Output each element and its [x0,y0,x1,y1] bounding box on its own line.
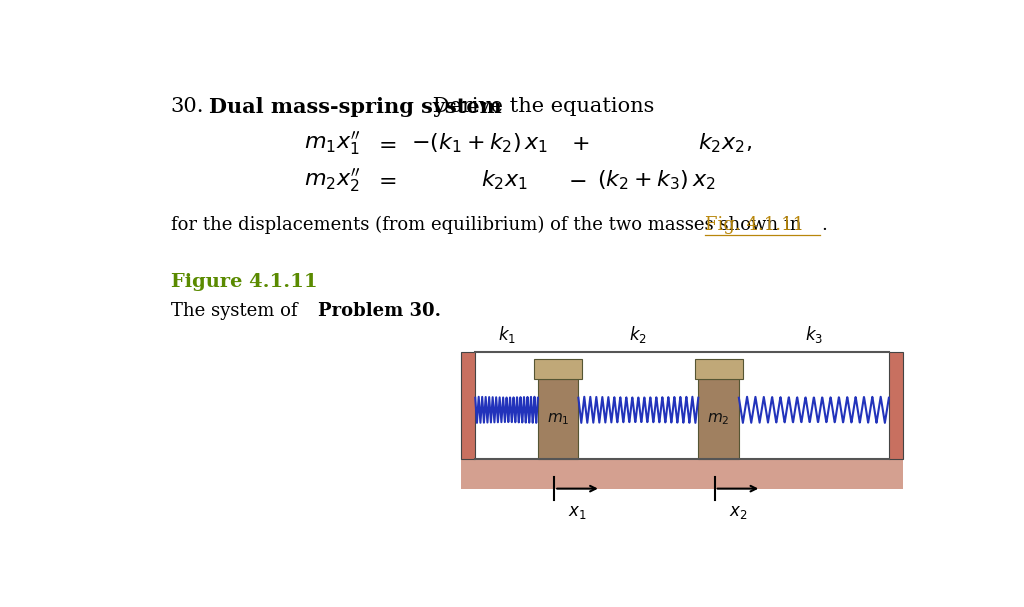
Text: $=$: $=$ [375,133,397,155]
Text: for the displacements (from equilibrium) of the two masses shown in: for the displacements (from equilibrium)… [171,215,807,234]
Text: $k_2 x_2,$: $k_2 x_2,$ [697,132,752,155]
Text: $+$: $+$ [571,133,590,155]
Text: Fig. 4.1.11: Fig. 4.1.11 [706,215,805,234]
Text: $k_3$: $k_3$ [805,324,823,345]
Text: $m_1x^{\prime\prime}_1$: $m_1x^{\prime\prime}_1$ [304,130,360,157]
Text: $(k_2+k_3)\,x_2$: $(k_2+k_3)\,x_2$ [597,168,716,192]
Bar [461,351,475,459]
Text: $k_2 x_1$: $k_2 x_1$ [480,168,527,192]
Text: $x_2$: $x_2$ [729,504,748,521]
Text: Dual mass-spring system: Dual mass-spring system [209,98,502,118]
Text: $-(k_1+k_2)\,x_1$: $-(k_1+k_2)\,x_1$ [411,132,548,155]
Text: $k_1$: $k_1$ [498,324,516,345]
Text: 30.: 30. [171,98,204,117]
Text: $=$: $=$ [375,169,397,191]
Text: $x_1$: $x_1$ [568,504,587,521]
Bar [538,379,579,459]
Text: Problem 30.: Problem 30. [317,302,441,320]
Bar [535,359,583,379]
Text: $-$: $-$ [568,169,587,191]
Text: .: . [821,215,827,234]
Bar [698,379,738,459]
Text: Derive the equations: Derive the equations [426,98,654,117]
Text: $k_2$: $k_2$ [630,324,647,345]
Bar [461,459,903,489]
Text: $m_2$: $m_2$ [708,411,730,427]
Text: The system of: The system of [171,302,303,320]
Text: Figure 4.1.11: Figure 4.1.11 [171,273,317,291]
Bar [694,359,742,379]
Bar [889,351,903,459]
Text: $m_1$: $m_1$ [547,411,569,427]
Text: $m_2x^{\prime\prime}_2$: $m_2x^{\prime\prime}_2$ [304,166,360,194]
